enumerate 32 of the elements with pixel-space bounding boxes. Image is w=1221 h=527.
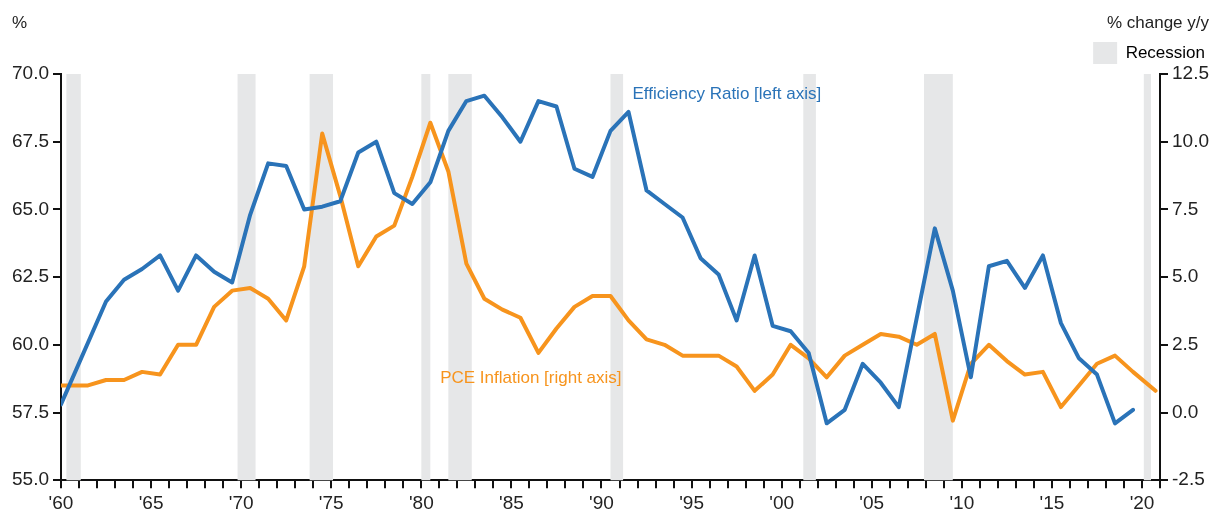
x-tick-label: '00 [769, 491, 795, 513]
y2-tick-label: 0.0 [1172, 400, 1199, 422]
x-tick-label: '20 [1129, 491, 1155, 513]
y-tick-label: 65.0 [12, 197, 49, 219]
y2-axis-title: % change y/y [1106, 13, 1210, 32]
x-tick-label: '60 [48, 491, 74, 513]
y-tick-label: 70.0 [12, 62, 49, 84]
y2-tick-label: 2.5 [1172, 333, 1199, 355]
y2-tick-label: -2.5 [1172, 468, 1205, 490]
y-tick-label: 55.0 [12, 468, 49, 490]
x-tick-label: '65 [138, 491, 164, 513]
series-label: PCE Inflation [right axis] [440, 368, 622, 388]
y-axis-title: % [12, 13, 28, 32]
x-tick-label: '80 [408, 491, 434, 513]
x-tick-label: '10 [949, 491, 975, 513]
y2-tick-label: 7.5 [1172, 197, 1199, 219]
y2-tick-label: 5.0 [1172, 265, 1199, 287]
y-tick-label: 67.5 [12, 129, 49, 151]
x-tick-label: '90 [589, 491, 614, 513]
y-tick-label: 60.0 [12, 333, 49, 355]
y2-tick-label: 10.0 [1172, 129, 1209, 151]
x-tick-label: '15 [1039, 491, 1065, 513]
legend-label: Recession [1125, 42, 1205, 62]
y2-tick-label: 12.5 [1172, 62, 1209, 84]
x-tick-label: '85 [499, 491, 524, 513]
x-tick-label: '70 [228, 491, 254, 513]
y-tick-label: 62.5 [12, 265, 49, 287]
x-tick-label: '95 [679, 491, 704, 513]
series-label: Efficiency Ratio [left axis] [632, 84, 822, 103]
x-tick-label: '05 [859, 491, 885, 513]
y-tick-label: 57.5 [12, 400, 49, 422]
x-tick-label: '75 [318, 491, 344, 513]
